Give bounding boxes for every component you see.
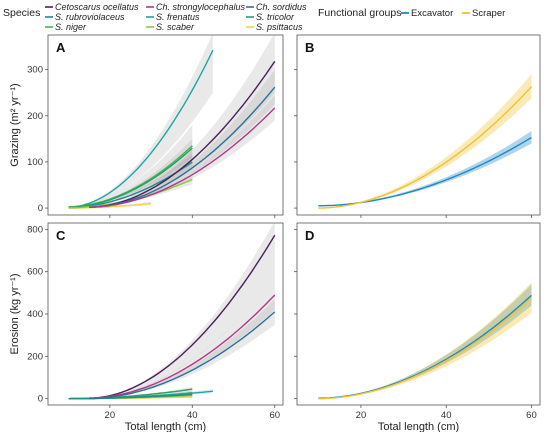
y-axis-label: Erosion (kg yr⁻¹)	[9, 274, 21, 355]
series-line	[89, 107, 276, 208]
group-legend-label: Excavator	[411, 8, 453, 19]
y-tick-label: 600	[27, 267, 43, 278]
x-tick-label: 60	[269, 410, 280, 421]
species-legend-label: S. niger	[55, 22, 87, 32]
species-legend-label: S. tricolor	[256, 12, 295, 22]
legend: Species Cetoscarus ocellatus Ch. strongyl…	[3, 2, 505, 32]
panel-letter: A	[56, 40, 66, 55]
y-tick-label: 300	[27, 65, 43, 76]
x-tick-label: 60	[526, 410, 537, 421]
confidence-band	[89, 223, 275, 399]
groups-legend-title: Functional groups	[318, 7, 401, 19]
y-tick-label: 0	[38, 203, 43, 214]
series-line	[68, 202, 152, 209]
y-tick-label: 400	[27, 309, 43, 320]
y-tick-label: 200	[27, 111, 43, 122]
panel-d: D 20 40 60 Total length (cm)	[294, 222, 541, 432]
confidence-band	[68, 35, 213, 208]
species-legend-label: Ch. strongylocephalus	[156, 2, 246, 12]
species-legend-label: S. rubroviolaceus	[55, 12, 125, 22]
confidence-band	[89, 35, 275, 208]
series-line	[318, 86, 533, 209]
x-tick-label: 40	[187, 410, 198, 421]
confidence-band	[89, 69, 275, 208]
species-legend-title: Species	[3, 7, 40, 19]
confidence-band	[68, 153, 193, 208]
confidence-band	[68, 138, 193, 208]
panel-frame	[47, 222, 284, 406]
panel-letter: B	[305, 40, 314, 55]
series-line	[68, 49, 214, 208]
x-axis-label: Total length (cm)	[125, 421, 206, 432]
species-legend-label: Ch. sordidus	[256, 2, 307, 12]
confidence-band	[89, 280, 275, 399]
panel-b: B	[294, 34, 541, 218]
panel-a: A 0 100 200 300 Grazing (m² yr⁻¹)	[9, 34, 284, 218]
y-tick-label: 100	[27, 157, 43, 168]
confidence-band	[89, 299, 275, 399]
y-tick-label: 0	[38, 394, 43, 405]
series-line	[68, 147, 193, 208]
x-tick-label: 20	[105, 410, 116, 421]
species-legend-label: S. frenatus	[156, 12, 200, 22]
series-line	[89, 311, 276, 400]
confidence-band	[68, 201, 152, 209]
species-legend-label: Cetoscarus ocellatus	[55, 2, 139, 12]
panel-frame	[296, 34, 541, 216]
y-tick-label: 200	[27, 351, 43, 362]
confidence-band	[318, 282, 532, 399]
x-tick-label: 40	[441, 410, 452, 421]
x-axis-label: Total length (cm)	[378, 421, 459, 432]
species-legend-label: S. psittacus	[256, 22, 303, 32]
y-axis-label: Grazing (m² yr⁻¹)	[9, 83, 21, 166]
species-legend-label: S. scaber	[156, 22, 195, 32]
y-tick-label: 800	[27, 224, 43, 235]
panel-letter: D	[305, 228, 314, 243]
group-legend-label: Scraper	[472, 8, 505, 19]
series-line	[318, 297, 532, 400]
panel-c: C 0 200 400 600 800 20 40 60 Erosion (kg yr⁻¹) Tot…	[9, 222, 284, 432]
x-tick-label: 20	[356, 410, 367, 421]
series-line	[89, 60, 276, 208]
panel-letter: C	[56, 228, 66, 243]
series-line	[89, 294, 276, 399]
series-line	[89, 234, 276, 399]
